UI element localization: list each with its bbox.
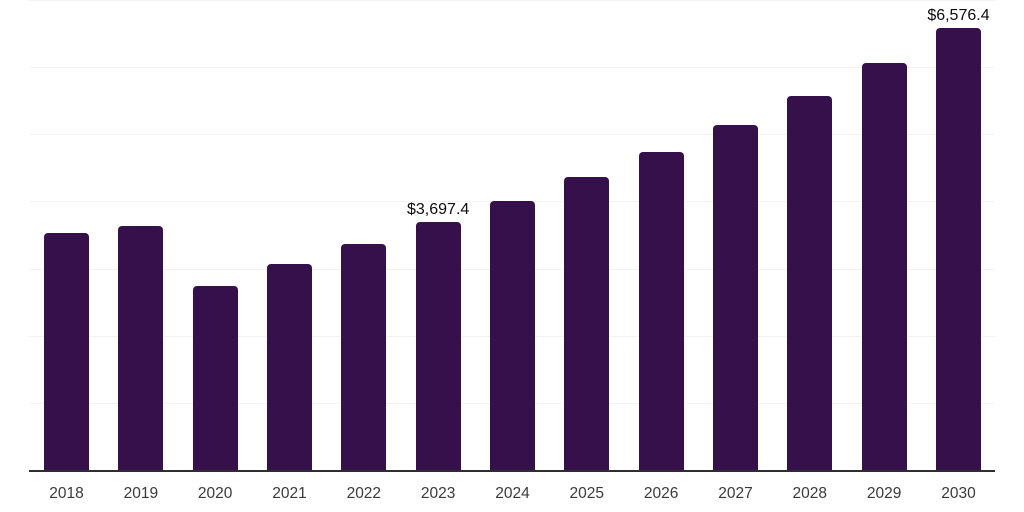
x-tick-2027: 2027	[718, 485, 753, 502]
bar-2024	[489, 200, 535, 470]
bar-2026	[638, 152, 684, 470]
x-tick-2019: 2019	[123, 485, 159, 502]
bar-2019	[118, 225, 164, 470]
plot-area: $3,697.4 $6,576.4	[29, 0, 995, 470]
x-tick-2021: 2021	[272, 485, 307, 502]
bar-2021	[266, 263, 312, 470]
data-label-2023: $3,697.4	[407, 200, 470, 218]
gridline-5000	[29, 134, 995, 136]
x-tick-2029: 2029	[866, 485, 902, 502]
x-tick-2024: 2024	[495, 485, 530, 502]
bar-2028	[787, 95, 833, 470]
gridline-6000	[29, 67, 995, 69]
x-tick-2025: 2025	[569, 485, 605, 502]
bar-2029	[861, 63, 907, 470]
bar-2020	[192, 285, 238, 470]
bar-2030	[935, 28, 981, 470]
x-tick-2030: 2030	[941, 485, 976, 502]
data-label-2030: $6,576.4	[927, 7, 990, 25]
x-tick-2023: 2023	[420, 485, 456, 502]
bar-2018	[44, 232, 89, 470]
x-tick-2020: 2020	[197, 485, 233, 502]
x-tick-2022: 2022	[346, 485, 382, 502]
x-tick-2028: 2028	[792, 485, 828, 502]
bar-2023	[415, 221, 461, 470]
x-tick-2018: 2018	[49, 485, 84, 502]
bar-2025	[564, 177, 610, 470]
gridline-7000	[29, 0, 995, 1]
bar-2022	[341, 243, 387, 470]
x-axis-line	[29, 470, 995, 472]
bar-2027	[712, 125, 758, 470]
x-tick-2026: 2026	[643, 485, 679, 502]
